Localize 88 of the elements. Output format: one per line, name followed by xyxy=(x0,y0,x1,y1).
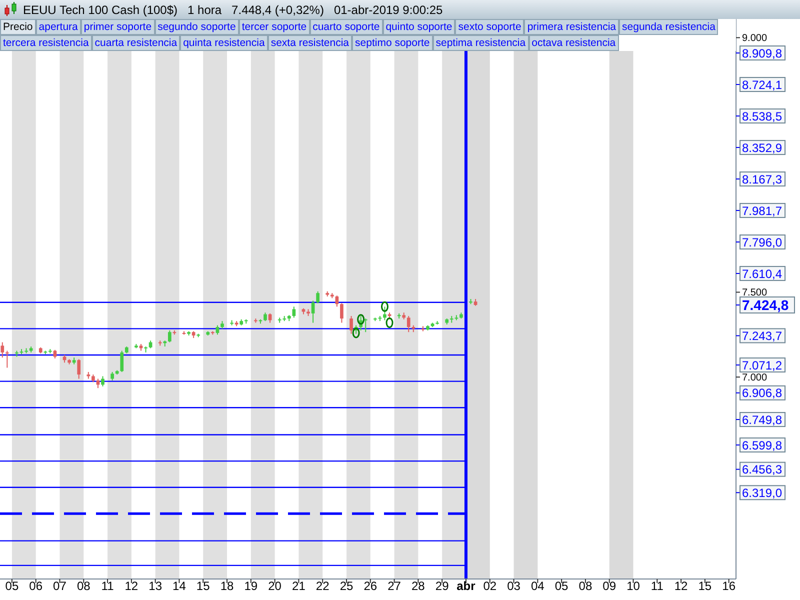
x-tick-label: 25 xyxy=(340,579,354,593)
y-tick-label: 8.538,5 xyxy=(742,109,782,124)
x-tick-label: 13 xyxy=(148,579,162,593)
annotation: segundo soporte xyxy=(154,19,239,35)
candlestick xyxy=(5,350,9,368)
candlestick xyxy=(216,324,220,336)
x-tick-label: 27 xyxy=(388,579,402,593)
x-tick-label: 22 xyxy=(316,579,330,593)
y-tick-label: 7.981,7 xyxy=(742,204,782,218)
annotation: sexta resistencia xyxy=(268,35,352,51)
annotation: tercera resistencia xyxy=(0,35,92,51)
x-tick-label: 09 xyxy=(602,579,616,593)
chart-title: EEUU Tech 100 Cash (100$) 1 hora 7.448,4 (+0,32%) 01-abr-2019 9:00:25 xyxy=(23,2,443,16)
x-tick-label: 21 xyxy=(292,579,306,593)
candlestick xyxy=(350,315,353,334)
x-tick-label: 16 xyxy=(722,579,736,593)
candlestick xyxy=(292,306,296,318)
y-tick-label: 7.000 xyxy=(742,372,768,384)
x-tick-label: 11 xyxy=(101,579,114,593)
annotation: tercer soporte xyxy=(238,19,310,35)
candlestick xyxy=(230,320,234,326)
annotation: apertura xyxy=(36,19,81,35)
annotation: Precio xyxy=(0,19,36,35)
candlestick xyxy=(77,358,81,380)
x-tick-label: 05 xyxy=(554,579,569,593)
x-tick-label: 26 xyxy=(364,579,378,593)
annotation: septima resistencia xyxy=(432,35,529,51)
x-tick-label: 12 xyxy=(124,579,138,593)
x-tick-label: 15 xyxy=(196,579,210,593)
y-tick-label: 7.796,0 xyxy=(742,235,782,250)
candlestick xyxy=(340,302,344,324)
x-tick-label: 10 xyxy=(626,579,640,593)
y-tick-label: 7.071,2 xyxy=(742,358,782,372)
x-tick-label: 03 xyxy=(507,579,521,593)
y-tick-label: 7.424,8 xyxy=(742,297,789,314)
x-tick-label: 12 xyxy=(674,579,688,593)
x-tick-label: 07 xyxy=(53,579,67,593)
y-tick-label: 9.000 xyxy=(742,33,768,44)
annotation: cuarto soporte xyxy=(310,19,383,35)
y-tick-label: 7.610,4 xyxy=(742,266,782,281)
candlestick xyxy=(278,317,282,324)
candlestick xyxy=(406,315,410,333)
x-tick-label: 06 xyxy=(29,579,43,593)
x-tick-label: 15 xyxy=(698,579,712,593)
y-tick-label: 6.906,8 xyxy=(742,386,782,400)
annotation: octava resistencia xyxy=(528,35,619,51)
candlestick xyxy=(383,306,386,321)
x-tick-label: 28 xyxy=(412,579,426,593)
x-tick-label: 05 xyxy=(5,579,19,593)
y-tick-label: 8.352,9 xyxy=(742,140,782,155)
x-tick-label: 08 xyxy=(578,579,592,593)
x-tick-label: 14 xyxy=(172,579,186,593)
y-tick-label: 7.243,7 xyxy=(742,329,782,344)
y-tick-label: 7.500 xyxy=(742,288,768,299)
y-tick-label: 6.749,8 xyxy=(742,412,782,427)
x-tick-label: 29 xyxy=(435,579,450,593)
annotation: quinto soporte xyxy=(382,19,456,35)
annotation: sexto soporte xyxy=(455,19,524,35)
point xyxy=(357,314,365,325)
annotation: cuarta resistencia xyxy=(92,35,180,51)
y-tick-label: 8.909,8 xyxy=(742,46,782,60)
candlestick xyxy=(0,342,4,358)
candlestick xyxy=(168,330,172,343)
x-tick-label: 18 xyxy=(220,579,234,593)
y-tick-label: 6.599,8 xyxy=(742,438,782,452)
candlestick xyxy=(101,376,104,387)
point xyxy=(380,301,388,312)
point xyxy=(386,318,394,328)
annotation: septimo soporte xyxy=(352,35,433,51)
candlestick xyxy=(316,290,320,304)
candlestick xyxy=(364,318,368,333)
x-tick-label: 02 xyxy=(483,579,497,593)
candlestick xyxy=(120,350,124,372)
x-tick-label: 04 xyxy=(530,579,545,593)
x-tick-label: 20 xyxy=(268,579,282,593)
annotation: segunda resistencia xyxy=(619,19,718,35)
y-tick-label: 8.724,1 xyxy=(742,78,782,92)
annotation: primera resistencia xyxy=(524,19,620,35)
x-tick-label: abr xyxy=(456,579,476,593)
x-tick-label: 11 xyxy=(650,579,664,593)
y-tick-label: 8.167,3 xyxy=(742,172,782,186)
y-tick-label: 6.456,3 xyxy=(742,462,782,477)
point xyxy=(352,328,360,338)
x-tick-label: 19 xyxy=(244,579,258,593)
annotation: primer soporte xyxy=(80,19,155,35)
y-tick-label: 6.319,0 xyxy=(742,486,782,500)
annotation: quinta resistencia xyxy=(180,35,268,51)
x-tick-label: 08 xyxy=(76,579,91,593)
